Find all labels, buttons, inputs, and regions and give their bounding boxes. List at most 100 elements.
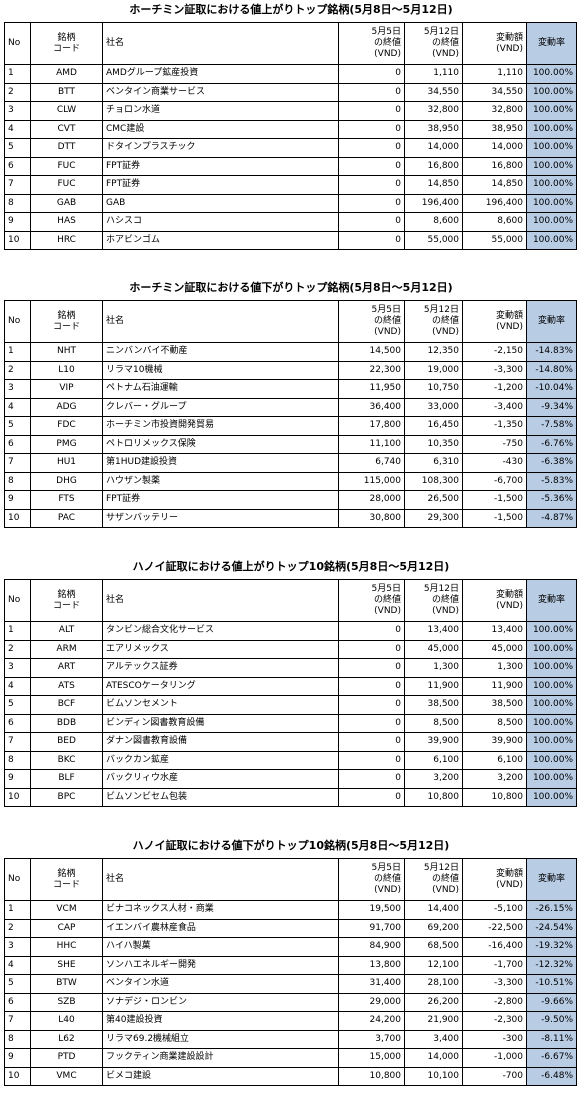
cell-name: チョロン水道 — [102, 101, 339, 121]
header-code: 銘柄 コード — [30, 300, 103, 343]
cell-code: PTD — [30, 1048, 103, 1068]
header-name: 社名 — [102, 22, 339, 65]
ranking-table: No 銘柄 コード 社名 5月5日 の終値 (VND) 5月12日 の終値 (VND) 変動額 (VN… — [4, 579, 577, 807]
cell-no: 7 — [4, 453, 31, 473]
cell-prev-close: 0 — [338, 101, 405, 121]
table-row: 9 FTS FPT証券 28,000 26,500 -1,500 -5.36% — [4, 490, 577, 510]
cell-code: FUC — [30, 175, 103, 195]
cell-rate: 100.00% — [526, 732, 577, 752]
cell-rate: 100.00% — [526, 138, 577, 158]
cell-rate: 100.00% — [526, 750, 577, 770]
cell-curr-close: 108,300 — [404, 471, 463, 491]
cell-change: -300 — [462, 1029, 527, 1049]
cell-code: SZB — [30, 992, 103, 1012]
cell-change: -6,700 — [462, 471, 527, 491]
cell-rate: -9.34% — [526, 397, 577, 417]
cell-name: ソナデジ・ロンビン — [102, 992, 339, 1012]
cell-change: -22,500 — [462, 918, 527, 938]
cell-curr-close: 14,000 — [404, 138, 463, 158]
table-row: 5 BCF ビムソンセメント 0 38,500 38,500 100.00% — [4, 695, 577, 715]
table-row: 8 BKC バックカン鉱産 0 6,100 6,100 100.00% — [4, 750, 577, 770]
cell-name: ニンバンバイ不動産 — [102, 342, 339, 362]
cell-name: ドタインプラスチック — [102, 138, 339, 158]
cell-code: FUC — [30, 156, 103, 176]
cell-change: -1,000 — [462, 1048, 527, 1068]
cell-prev-close: 0 — [338, 787, 405, 807]
cell-code: HU1 — [30, 453, 103, 473]
cell-no: 5 — [4, 416, 31, 436]
cell-name: ハイハ製菓 — [102, 937, 339, 957]
cell-code: VMC — [30, 1066, 103, 1086]
cell-no: 9 — [4, 1048, 31, 1068]
header-no: No — [4, 858, 31, 901]
cell-prev-close: 0 — [338, 621, 405, 641]
cell-curr-close: 69,200 — [404, 918, 463, 938]
cell-change: -1,350 — [462, 416, 527, 436]
cell-change: 55,000 — [462, 230, 527, 250]
table-row: 4 ATS ATESCOケータリング 0 11,900 11,900 100.00% — [4, 676, 577, 696]
cell-code: HHC — [30, 937, 103, 957]
cell-rate: -7.58% — [526, 416, 577, 436]
table-row: 10 VMC ビメコ建設 10,800 10,100 -700 -6.48% — [4, 1066, 577, 1086]
table-row: 9 BLF バックリィウ水産 0 3,200 3,200 100.00% — [4, 769, 577, 789]
cell-code: ALT — [30, 621, 103, 641]
cell-change: 8,600 — [462, 212, 527, 232]
cell-no: 9 — [4, 769, 31, 789]
cell-curr-close: 14,400 — [404, 900, 463, 920]
cell-rate: -6.48% — [526, 1066, 577, 1086]
cell-rate: 100.00% — [526, 676, 577, 696]
table-row: 9 HAS ハシスコ 0 8,600 8,600 100.00% — [4, 212, 577, 232]
cell-name: ペトロリメックス保険 — [102, 434, 339, 454]
cell-code: L40 — [30, 1011, 103, 1031]
cell-name: エアリメックス — [102, 639, 339, 659]
header-row: No 銘柄 コード 社名 5月5日 の終値 (VND) 5月12日 の終値 (VND) 変動額 (VN… — [4, 858, 577, 901]
cell-prev-close: 11,100 — [338, 434, 405, 454]
cell-change: 39,900 — [462, 732, 527, 752]
cell-name: ベンタイン商業サービス — [102, 82, 339, 102]
cell-code: CLW — [30, 101, 103, 121]
cell-no: 2 — [4, 82, 31, 102]
table-row: 3 VIP ペトナム石油運輸 11,950 10,750 -1,200 -10.04% — [4, 379, 577, 399]
cell-code: DHG — [30, 471, 103, 491]
cell-no: 9 — [4, 490, 31, 510]
header-code: 銘柄 コード — [30, 858, 103, 901]
cell-rate: 100.00% — [526, 769, 577, 789]
cell-change: 11,900 — [462, 676, 527, 696]
cell-name: 第1HUD建設投資 — [102, 453, 339, 473]
cell-rate: -19.32% — [526, 937, 577, 957]
header-row: No 銘柄 コード 社名 5月5日 の終値 (VND) 5月12日 の終値 (VND) 変動額 (VN… — [4, 300, 577, 343]
cell-rate: -9.66% — [526, 992, 577, 1012]
cell-prev-close: 14,500 — [338, 342, 405, 362]
cell-curr-close: 19,000 — [404, 360, 463, 380]
cell-name: ビムソンビセム包装 — [102, 787, 339, 807]
cell-name: リラマ69.2機械組立 — [102, 1029, 339, 1049]
cell-no: 4 — [4, 676, 31, 696]
cell-name: リラマ10機械 — [102, 360, 339, 380]
table-row: 8 L62 リラマ69.2機械組立 3,700 3,400 -300 -8.11% — [4, 1029, 577, 1049]
cell-code: BDB — [30, 713, 103, 733]
cell-rate: 100.00% — [526, 156, 577, 176]
cell-name: タンビン総合文化サービス — [102, 621, 339, 641]
cell-rate: -6.76% — [526, 434, 577, 454]
cell-no: 5 — [4, 138, 31, 158]
cell-code: BLF — [30, 769, 103, 789]
cell-change: 3,200 — [462, 769, 527, 789]
header-name: 社名 — [102, 858, 339, 901]
cell-curr-close: 29,300 — [404, 508, 463, 528]
cell-prev-close: 0 — [338, 175, 405, 195]
cell-curr-close: 45,000 — [404, 639, 463, 659]
ranking-table: No 銘柄 コード 社名 5月5日 の終値 (VND) 5月12日 の終値 (VND) 変動額 (VN… — [4, 858, 577, 1086]
cell-no: 3 — [4, 379, 31, 399]
cell-code: FDC — [30, 416, 103, 436]
cell-prev-close: 0 — [338, 82, 405, 102]
cell-no: 4 — [4, 955, 31, 975]
cell-no: 5 — [4, 974, 31, 994]
cell-curr-close: 14,000 — [404, 1048, 463, 1068]
cell-rate: -4.87% — [526, 508, 577, 528]
cell-code: BED — [30, 732, 103, 752]
cell-curr-close: 39,900 — [404, 732, 463, 752]
cell-prev-close: 36,400 — [338, 397, 405, 417]
cell-no: 3 — [4, 658, 31, 678]
cell-change: 1,110 — [462, 64, 527, 84]
cell-curr-close: 3,400 — [404, 1029, 463, 1049]
